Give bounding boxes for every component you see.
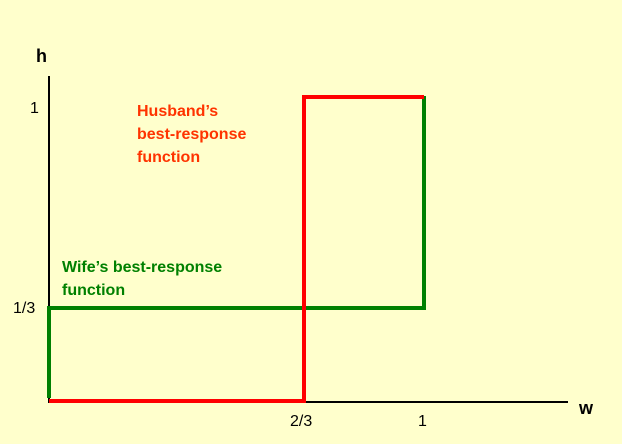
husband-annotation-line-1: Husband’s: [137, 103, 219, 120]
x-axis-label: w: [579, 398, 594, 418]
y-axis-label: h: [36, 46, 47, 66]
husband-best-response-line: [49, 95, 424, 403]
x-tick-two-thirds: 2/3: [290, 413, 313, 430]
wife-annotation-line-2: function: [62, 282, 126, 299]
husband-annotation-line-2: best-response: [137, 126, 247, 143]
husband-annotation: Husband’s best-response function: [137, 100, 246, 169]
y-tick-one-third: 1/3: [13, 300, 36, 317]
wife-best-response-line: [47, 96, 426, 398]
wife-annotation: Wife’s best-response function: [62, 256, 222, 302]
husband-annotation-line-3: function: [137, 149, 201, 166]
y-tick-1: 1: [30, 100, 39, 117]
x-tick-1: 1: [418, 413, 427, 430]
wife-annotation-line-1: Wife’s best-response: [62, 259, 223, 276]
